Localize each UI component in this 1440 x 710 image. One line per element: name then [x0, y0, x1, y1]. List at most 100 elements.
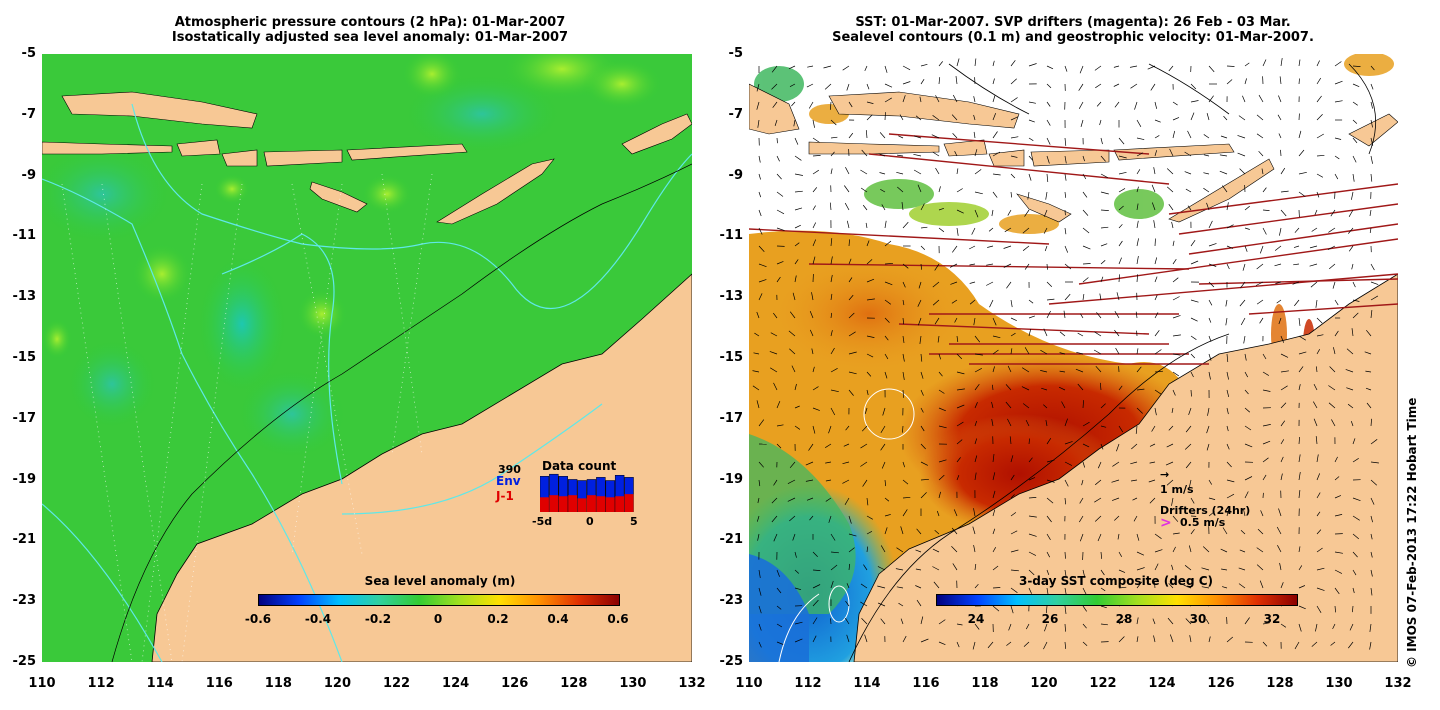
velocity-vector — [860, 583, 868, 589]
velocity-vector — [812, 155, 821, 157]
velocity-vector — [1349, 623, 1354, 631]
velocity-vector — [758, 263, 767, 268]
velocity-vector — [1237, 135, 1246, 139]
velocity-vector — [920, 407, 924, 413]
velocity-vector — [812, 222, 817, 229]
velocity-vector — [1172, 334, 1181, 337]
velocity-vector — [1094, 497, 1102, 503]
velocity-vector — [1118, 257, 1122, 265]
velocity-vector — [1154, 349, 1162, 355]
velocity-vector — [952, 133, 958, 139]
velocity-vector — [902, 81, 911, 85]
velocity-vector — [991, 418, 994, 427]
velocity-vector — [938, 474, 945, 481]
velocity-vector — [830, 533, 836, 541]
velocity-vector — [1046, 479, 1055, 483]
velocity-vector — [973, 114, 976, 121]
velocity-vector — [1370, 295, 1379, 301]
velocity-vector — [1208, 511, 1215, 517]
velocity-vector — [830, 238, 833, 247]
tanimbar-island — [621, 113, 692, 155]
sumbawa-island-right — [1030, 149, 1110, 167]
velocity-vector — [992, 605, 1000, 612]
velocity-vector — [932, 115, 940, 121]
velocity-vector — [1280, 473, 1283, 481]
velocity-vector — [1370, 515, 1373, 523]
velocity-vector — [1185, 618, 1192, 625]
velocity-vector — [811, 292, 814, 301]
velocity-vector — [1130, 479, 1138, 482]
velocity-vector — [1028, 533, 1037, 537]
velocity-vector — [1316, 95, 1322, 103]
velocity-vector — [1023, 641, 1030, 647]
velocity-vector — [1331, 419, 1336, 427]
velocity-vector — [1118, 586, 1127, 589]
velocity-vector — [1262, 353, 1267, 360]
velocity-vector — [1043, 328, 1048, 337]
velocity-vector — [848, 331, 856, 337]
velocity-vector — [1064, 263, 1072, 270]
velocity-vector — [956, 421, 964, 427]
velocity-vector — [824, 83, 832, 90]
velocity-vector — [812, 205, 816, 211]
velocity-vector — [848, 239, 850, 247]
velocity-vector — [1079, 497, 1084, 504]
velocity-vector — [1005, 384, 1012, 391]
velocity-vector — [794, 569, 800, 574]
velocity-vector — [935, 95, 940, 103]
velocity-vector — [812, 187, 818, 193]
velocity-vector — [846, 83, 850, 91]
velocity-vector — [1063, 310, 1066, 319]
velocity-vector — [1046, 569, 1050, 576]
velocity-vector — [1094, 479, 1102, 486]
velocity-vector — [789, 311, 796, 319]
velocity-vector — [1298, 78, 1300, 85]
velocity-vector — [956, 168, 959, 175]
velocity-vector — [776, 137, 778, 144]
velocity-vector — [1259, 245, 1264, 254]
velocity-vector — [1364, 351, 1372, 355]
sst-map-svg — [749, 54, 1398, 662]
velocity-vector — [1043, 227, 1048, 234]
velocity-vector — [1046, 281, 1053, 287]
drifters-label: Drifters (24hr) — [1160, 504, 1251, 517]
sumatra-landmass — [749, 83, 800, 135]
velocity-vector — [956, 335, 959, 342]
velocity-vector — [1334, 137, 1342, 140]
velocity-vector — [1183, 584, 1192, 589]
velocity-vector — [1316, 334, 1324, 337]
velocity-vector — [758, 587, 762, 596]
velocity-vector — [845, 425, 850, 431]
velocity-vector — [1172, 101, 1178, 106]
velocity-vector — [1136, 348, 1139, 355]
velocity-vector — [1226, 65, 1235, 67]
velocity-vector — [937, 335, 940, 343]
velocity-vector — [1022, 227, 1030, 234]
velocity-vector — [880, 188, 886, 193]
velocity-vector — [1370, 83, 1374, 90]
velocity-vector — [1010, 605, 1014, 614]
velocity-vector — [1332, 281, 1336, 289]
velocity-vector — [916, 599, 922, 607]
velocity-vector — [1118, 425, 1124, 433]
velocity-vector — [1010, 173, 1016, 179]
velocity-vector — [1172, 515, 1179, 522]
velocity-vector — [1046, 155, 1050, 164]
velocity-vector — [809, 515, 814, 521]
velocity-vector — [881, 204, 886, 211]
velocity-vector — [884, 514, 891, 517]
velocity-vector — [1352, 155, 1357, 163]
velocity-vector — [956, 227, 959, 236]
velocity-vector — [879, 132, 886, 139]
velocity-vector — [1208, 243, 1217, 247]
velocity-vector — [1220, 135, 1228, 139]
velocity-vector — [1261, 168, 1264, 175]
velocity-vector — [1208, 371, 1211, 380]
velocity-vector — [1082, 400, 1084, 409]
velocity-vector — [934, 317, 940, 325]
velocity-vector — [1185, 461, 1192, 469]
velocity-vector — [1028, 477, 1036, 481]
velocity-vector — [1298, 366, 1304, 373]
velocity-vector — [1352, 83, 1360, 88]
right-xtick-3: 116 — [912, 676, 940, 691]
